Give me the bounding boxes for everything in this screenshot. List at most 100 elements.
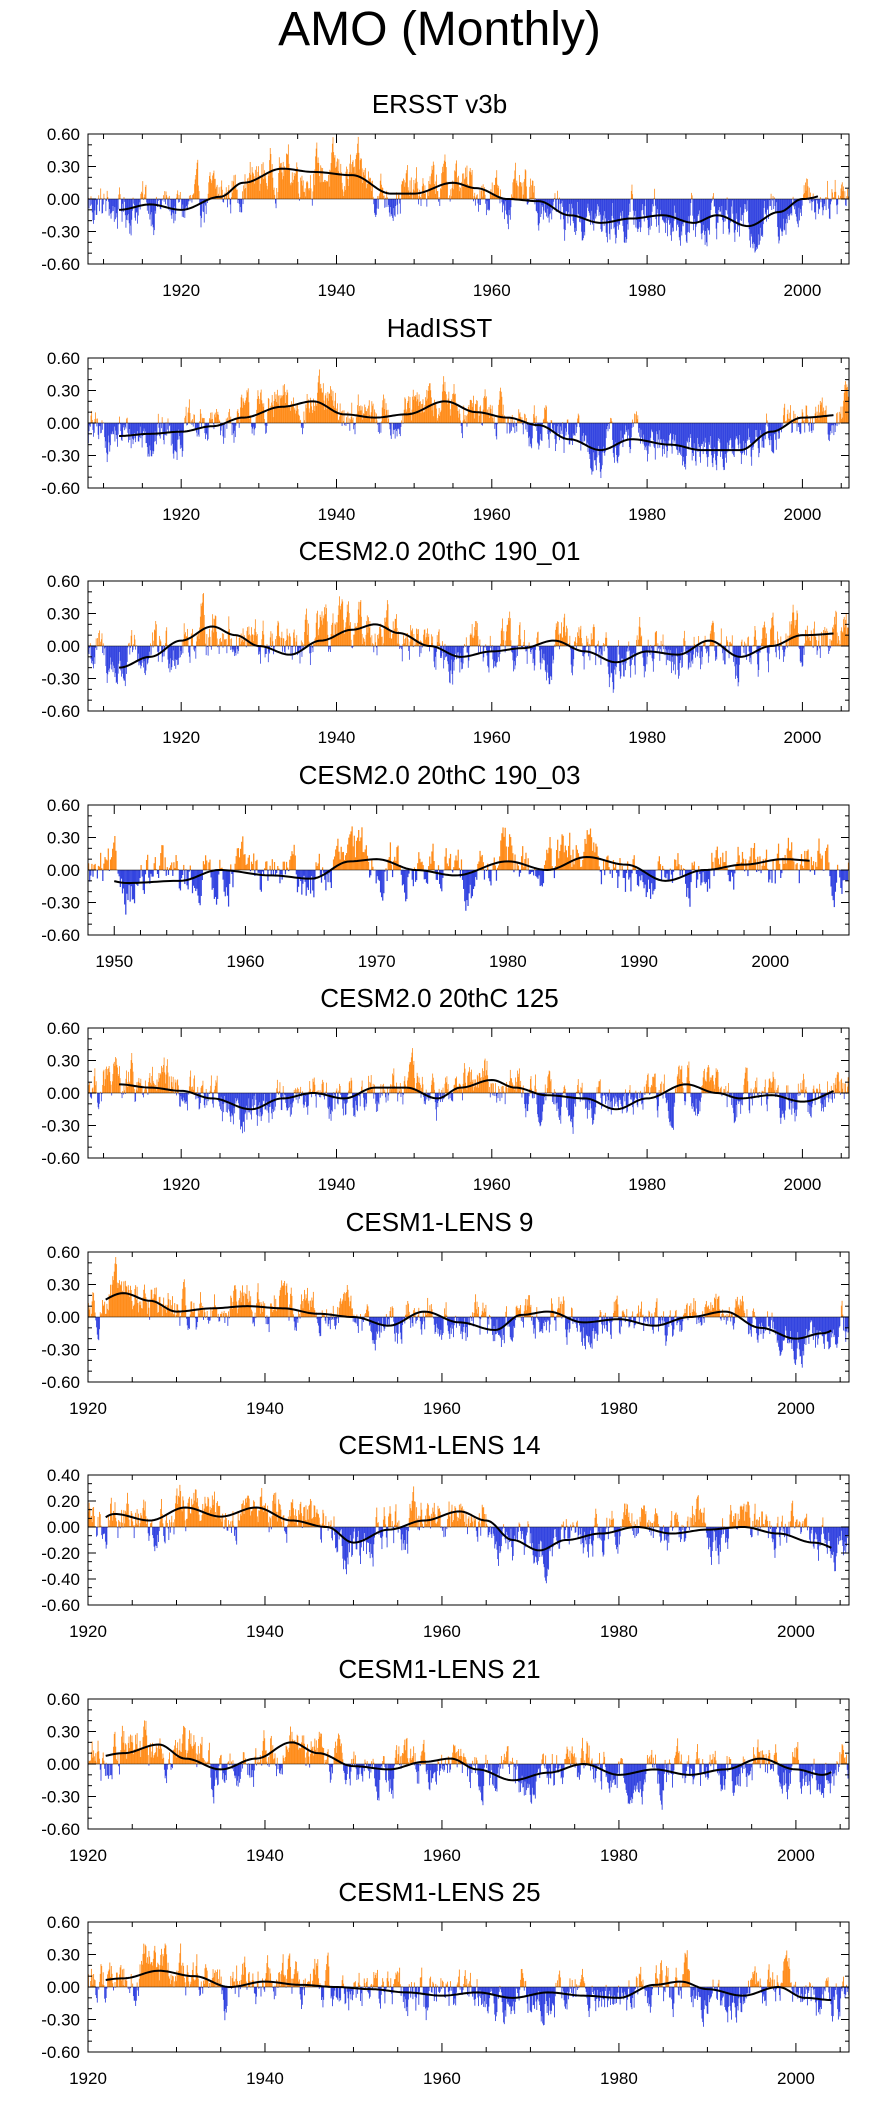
monthly-bar [510, 836, 512, 870]
monthly-bar [749, 422, 751, 437]
monthly-bar [224, 1093, 226, 1104]
monthly-bar [375, 646, 377, 648]
monthly-bar [785, 199, 787, 235]
monthly-bar [278, 622, 280, 646]
monthly-bar [106, 422, 107, 453]
monthly-bar [336, 410, 338, 423]
monthly-bar [577, 852, 580, 870]
monthly-bar [172, 869, 174, 876]
monthly-bar [478, 646, 480, 653]
monthly-bar [259, 398, 261, 423]
monthly-bar [727, 199, 729, 215]
monthly-bar [530, 646, 532, 654]
monthly-bar [91, 1093, 93, 1099]
y-tick-label: 0.60 [47, 125, 80, 144]
monthly-bar [202, 594, 204, 646]
monthly-bar [712, 861, 714, 870]
monthly-bar [726, 422, 727, 463]
monthly-bar [441, 641, 443, 646]
monthly-bar [560, 844, 562, 870]
monthly-bar [764, 422, 766, 436]
monthly-bar [449, 408, 451, 423]
monthly-bar [696, 646, 698, 652]
monthly-bar [181, 422, 183, 457]
monthly-bar [504, 827, 506, 870]
monthly-bar [249, 869, 252, 871]
monthly-bar [687, 422, 689, 438]
monthly-bar [134, 422, 136, 438]
monthly-bar [212, 422, 214, 424]
monthly-bar [117, 199, 118, 229]
monthly-bar [200, 1087, 202, 1093]
monthly-bar [99, 199, 101, 200]
monthly-bar [558, 199, 560, 213]
monthly-bar [514, 422, 516, 433]
monthly-bar [93, 199, 94, 224]
monthly-bar [650, 422, 652, 430]
monthly-bar [839, 196, 841, 199]
monthly-bar [817, 199, 819, 204]
monthly-bar [805, 857, 807, 870]
monthly-bar [288, 406, 290, 423]
monthly-bar [417, 634, 419, 646]
monthly-bar [717, 644, 719, 646]
monthly-bar [482, 646, 484, 662]
monthly-bar [657, 860, 659, 870]
monthly-bar [828, 422, 830, 441]
monthly-bar [493, 184, 495, 199]
monthly-bar [706, 646, 708, 649]
monthly-bar [366, 188, 368, 199]
monthly-bar [747, 199, 749, 211]
monthly-bar [438, 413, 439, 423]
monthly-bar [116, 646, 118, 682]
bar-chart: 1920 1940 1960 1980 20000.600.300.00-0.30-0.… [41, 125, 850, 300]
monthly-bar [686, 869, 688, 897]
monthly-bar [467, 183, 469, 199]
monthly-bar [551, 646, 553, 680]
monthly-bar [533, 869, 535, 875]
monthly-bar [559, 850, 561, 870]
monthly-bar [480, 413, 482, 423]
monthly-bar [333, 405, 335, 423]
monthly-bar [823, 630, 824, 646]
monthly-bar [785, 862, 787, 870]
monthly-bar [279, 1082, 281, 1093]
monthly-bar [562, 835, 564, 870]
monthly-bar [115, 850, 117, 870]
monthly-bar [794, 620, 796, 646]
monthly-bar [257, 389, 259, 423]
monthly-bar [845, 619, 846, 646]
monthly-bar [555, 199, 557, 212]
monthly-bar [90, 646, 92, 660]
monthly-bar [781, 199, 783, 236]
monthly-bar [192, 1086, 193, 1093]
monthly-bar [102, 199, 104, 213]
monthly-bar [548, 646, 549, 678]
monthly-bar [412, 646, 414, 648]
monthly-bar [408, 869, 410, 874]
monthly-bar [371, 400, 373, 423]
monthly-bar [359, 614, 360, 646]
monthly-bar [687, 199, 689, 233]
monthly-bar [143, 1091, 145, 1093]
monthly-bar [106, 422, 108, 462]
monthly-bar [223, 199, 225, 203]
monthly-bar [438, 199, 439, 202]
monthly-bar [544, 407, 546, 423]
monthly-bar [729, 422, 731, 438]
monthly-bar [443, 390, 445, 423]
monthly-bar [750, 199, 752, 234]
monthly-bar [582, 422, 584, 445]
monthly-bar [304, 869, 306, 882]
monthly-bar [89, 199, 91, 206]
monthly-bar [319, 388, 321, 423]
monthly-bar [798, 422, 800, 425]
monthly-bar [753, 422, 755, 447]
monthly-bar [101, 1093, 103, 1095]
monthly-bar [643, 199, 645, 215]
monthly-bar [197, 636, 199, 646]
monthly-bar [326, 181, 327, 199]
y-tick-label: 0.60 [47, 349, 80, 368]
monthly-bar [680, 864, 682, 870]
monthly-bar [413, 399, 415, 423]
